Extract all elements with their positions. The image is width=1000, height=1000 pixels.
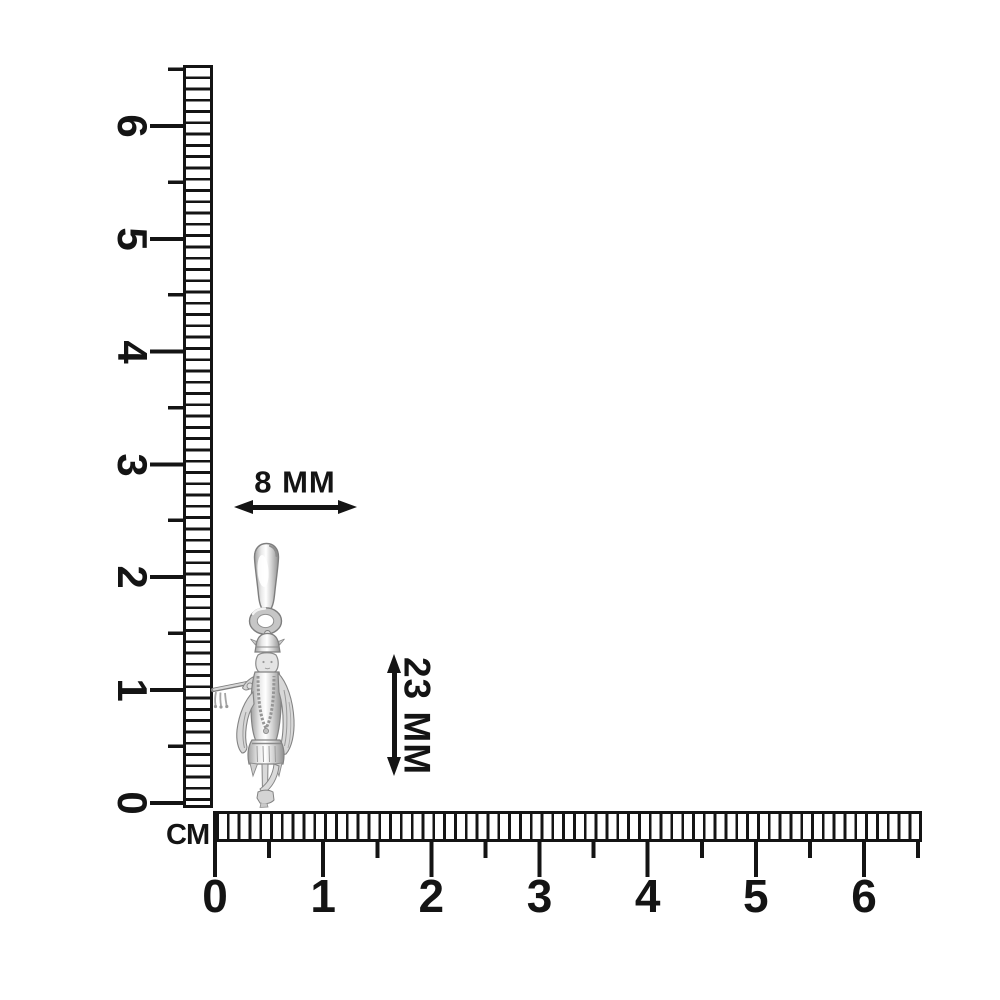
arrow-line — [247, 505, 344, 510]
horizontal-ruler-number-5: 5 — [743, 870, 769, 922]
pendant-image — [205, 540, 310, 812]
vertical-ruler-number-5: 5 — [109, 227, 156, 251]
vertical-ruler-number-1: 1 — [109, 678, 156, 702]
horizontal-ruler-number-6: 6 — [851, 870, 877, 922]
vertical-ruler-number-3: 3 — [109, 452, 156, 477]
horizontal-ruler-band — [213, 811, 922, 842]
horizontal-ruler-number-0: 0 — [202, 870, 228, 922]
vertical-ruler-number-4: 4 — [109, 340, 156, 364]
vertical-ruler-number-2: 2 — [109, 565, 156, 590]
pendant-jump-ring — [248, 607, 283, 635]
width-arrow — [234, 500, 357, 515]
arrow-right-head-icon — [338, 500, 357, 514]
vertical-ruler-number-6: 6 — [109, 114, 156, 138]
horizontal-ruler-number-4: 4 — [634, 870, 661, 922]
horizontal-ruler-half-ticks — [213, 842, 922, 858]
arrow-left-head-icon — [234, 500, 253, 514]
pendant-bail — [253, 542, 280, 613]
pendant-figure — [210, 630, 295, 808]
horizontal-ruler-number-3: 3 — [526, 870, 553, 922]
vertical-ruler-band — [183, 65, 213, 808]
horizontal-ruler-number-1: 1 — [310, 870, 336, 922]
vertical-ruler-half-ticks — [168, 65, 183, 808]
arrow-down-head-icon — [387, 757, 401, 776]
arrow-up-head-icon — [387, 654, 401, 673]
unit-label: CM — [166, 819, 210, 851]
width-label: 8 MM — [254, 464, 336, 500]
horizontal-ruler-number-2: 2 — [418, 870, 445, 922]
vertical-ruler-number-0: 0 — [109, 791, 156, 815]
arrow-line — [392, 667, 397, 763]
height-label: 23 MM — [396, 656, 438, 776]
height-arrow — [387, 654, 402, 776]
